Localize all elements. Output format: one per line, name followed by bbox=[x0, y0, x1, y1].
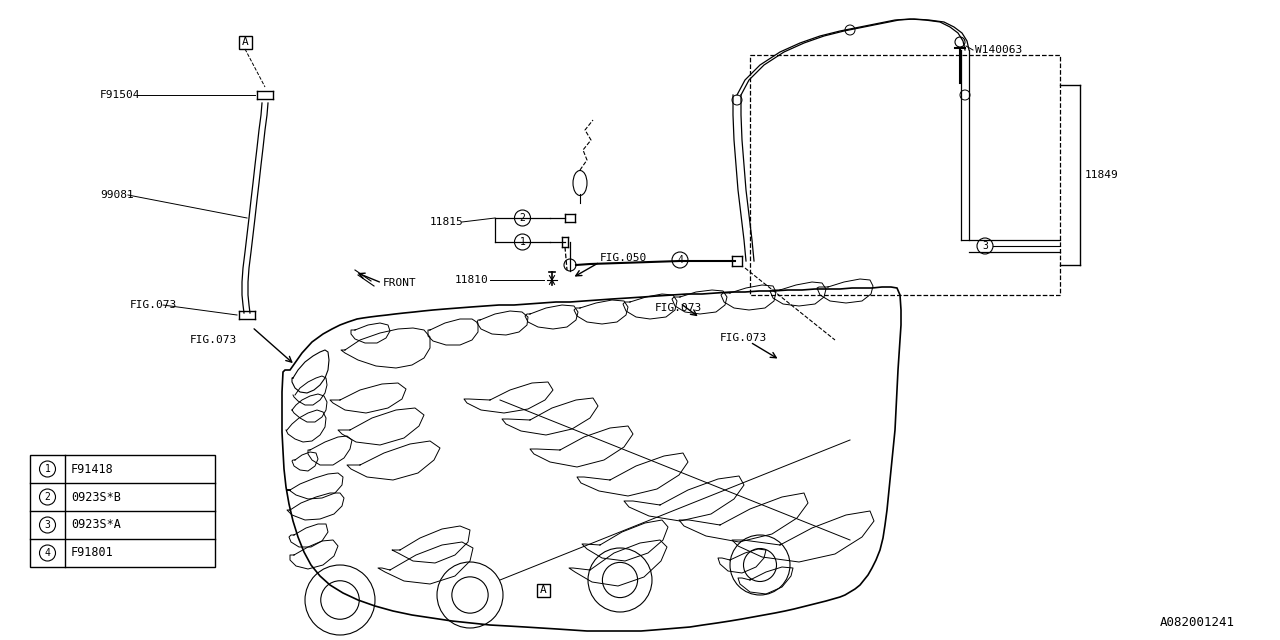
Text: FRONT: FRONT bbox=[383, 278, 417, 288]
Text: FIG.050: FIG.050 bbox=[600, 253, 648, 263]
Text: 3: 3 bbox=[982, 241, 988, 251]
Text: 0923S*A: 0923S*A bbox=[70, 518, 120, 531]
Text: 2: 2 bbox=[45, 492, 50, 502]
Text: 0923S*B: 0923S*B bbox=[70, 490, 120, 504]
Text: 3: 3 bbox=[45, 520, 50, 530]
Text: 1: 1 bbox=[45, 464, 50, 474]
Text: W140063: W140063 bbox=[975, 45, 1023, 55]
Polygon shape bbox=[282, 287, 901, 631]
Bar bbox=[238, 35, 251, 49]
Text: 1: 1 bbox=[520, 237, 525, 247]
Text: F91418: F91418 bbox=[70, 463, 114, 476]
Text: FIG.073: FIG.073 bbox=[131, 300, 177, 310]
Text: F91801: F91801 bbox=[70, 547, 114, 559]
Text: FIG.073: FIG.073 bbox=[655, 303, 703, 313]
Text: A: A bbox=[540, 585, 547, 595]
Text: F91504: F91504 bbox=[100, 90, 141, 100]
Text: A082001241: A082001241 bbox=[1160, 616, 1235, 628]
Text: 11849: 11849 bbox=[1085, 170, 1119, 180]
Text: 11815: 11815 bbox=[430, 217, 463, 227]
Text: 4: 4 bbox=[677, 255, 684, 265]
Text: 11810: 11810 bbox=[454, 275, 489, 285]
Text: FIG.073: FIG.073 bbox=[721, 333, 767, 343]
Bar bbox=[29, 455, 215, 567]
Text: A: A bbox=[242, 37, 248, 47]
Text: FIG.073: FIG.073 bbox=[189, 335, 237, 345]
Text: 2: 2 bbox=[520, 213, 525, 223]
Bar bbox=[750, 55, 1060, 295]
Bar bbox=[536, 584, 549, 596]
Text: 4: 4 bbox=[45, 548, 50, 558]
Text: 99081: 99081 bbox=[100, 190, 133, 200]
